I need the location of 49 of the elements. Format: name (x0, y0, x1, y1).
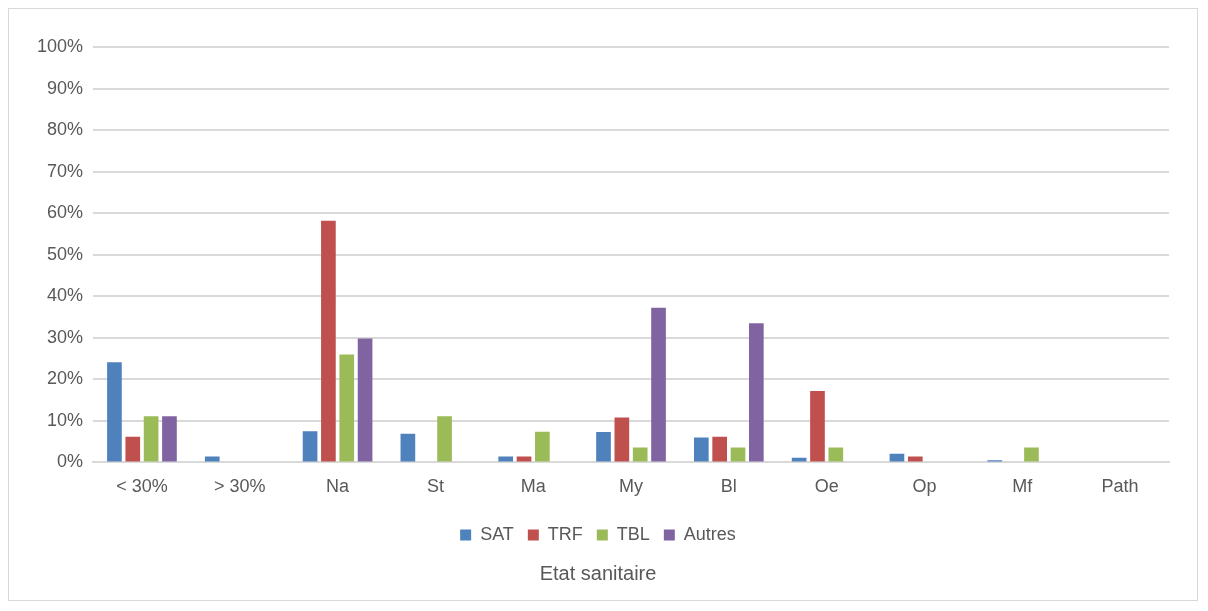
bar (107, 362, 122, 462)
bar (810, 390, 825, 462)
bar (400, 433, 416, 462)
x-tick-label: My (619, 476, 644, 497)
y-tick-label: 100% (36, 35, 84, 56)
legend-label: TBL (616, 523, 650, 544)
bar (712, 436, 727, 462)
x-tick-label: Bl (720, 476, 737, 497)
bar (437, 416, 452, 462)
bar (651, 307, 666, 462)
y-tick-label: 80% (47, 119, 84, 140)
x-tick-label: Mf (1012, 476, 1034, 497)
bar (596, 432, 611, 462)
bar (143, 416, 159, 462)
bar (730, 447, 746, 462)
x-axis-title: Etat sanitaire (539, 561, 657, 584)
x-tick-label: Oe (814, 476, 839, 497)
y-tick-label: 20% (47, 368, 84, 389)
legend-label: Autres (683, 523, 736, 544)
bar (614, 417, 630, 462)
y-tick-label: 50% (47, 243, 84, 264)
y-tick-label: 10% (47, 409, 84, 430)
bar (828, 447, 844, 462)
y-tick-label: 70% (47, 160, 84, 181)
x-tick-label: St (426, 476, 444, 497)
y-tick-label: 60% (47, 202, 84, 223)
y-tick-label: 30% (47, 326, 84, 347)
bar (1024, 447, 1039, 462)
bar (357, 338, 373, 462)
y-tick-label: 90% (47, 77, 84, 98)
bar (632, 447, 648, 462)
legend-label: TRF (547, 523, 583, 544)
bar (535, 431, 550, 462)
x-tick-label: Op (912, 476, 937, 497)
legend-label: SAT (480, 523, 514, 544)
y-tick-label: 0% (57, 451, 84, 472)
bar (302, 431, 318, 462)
bar (125, 436, 141, 462)
bar (162, 416, 177, 462)
x-tick-label: < 30% (116, 476, 168, 497)
x-tick-label: Ma (520, 476, 547, 497)
y-tick-label: 40% (47, 285, 84, 306)
x-tick-label: Path (1101, 476, 1139, 497)
bar (749, 323, 764, 462)
x-tick-label: Na (326, 476, 351, 497)
bar (339, 354, 355, 462)
bar (693, 437, 709, 462)
bar (321, 220, 336, 462)
x-tick-label: > 30% (213, 476, 266, 497)
